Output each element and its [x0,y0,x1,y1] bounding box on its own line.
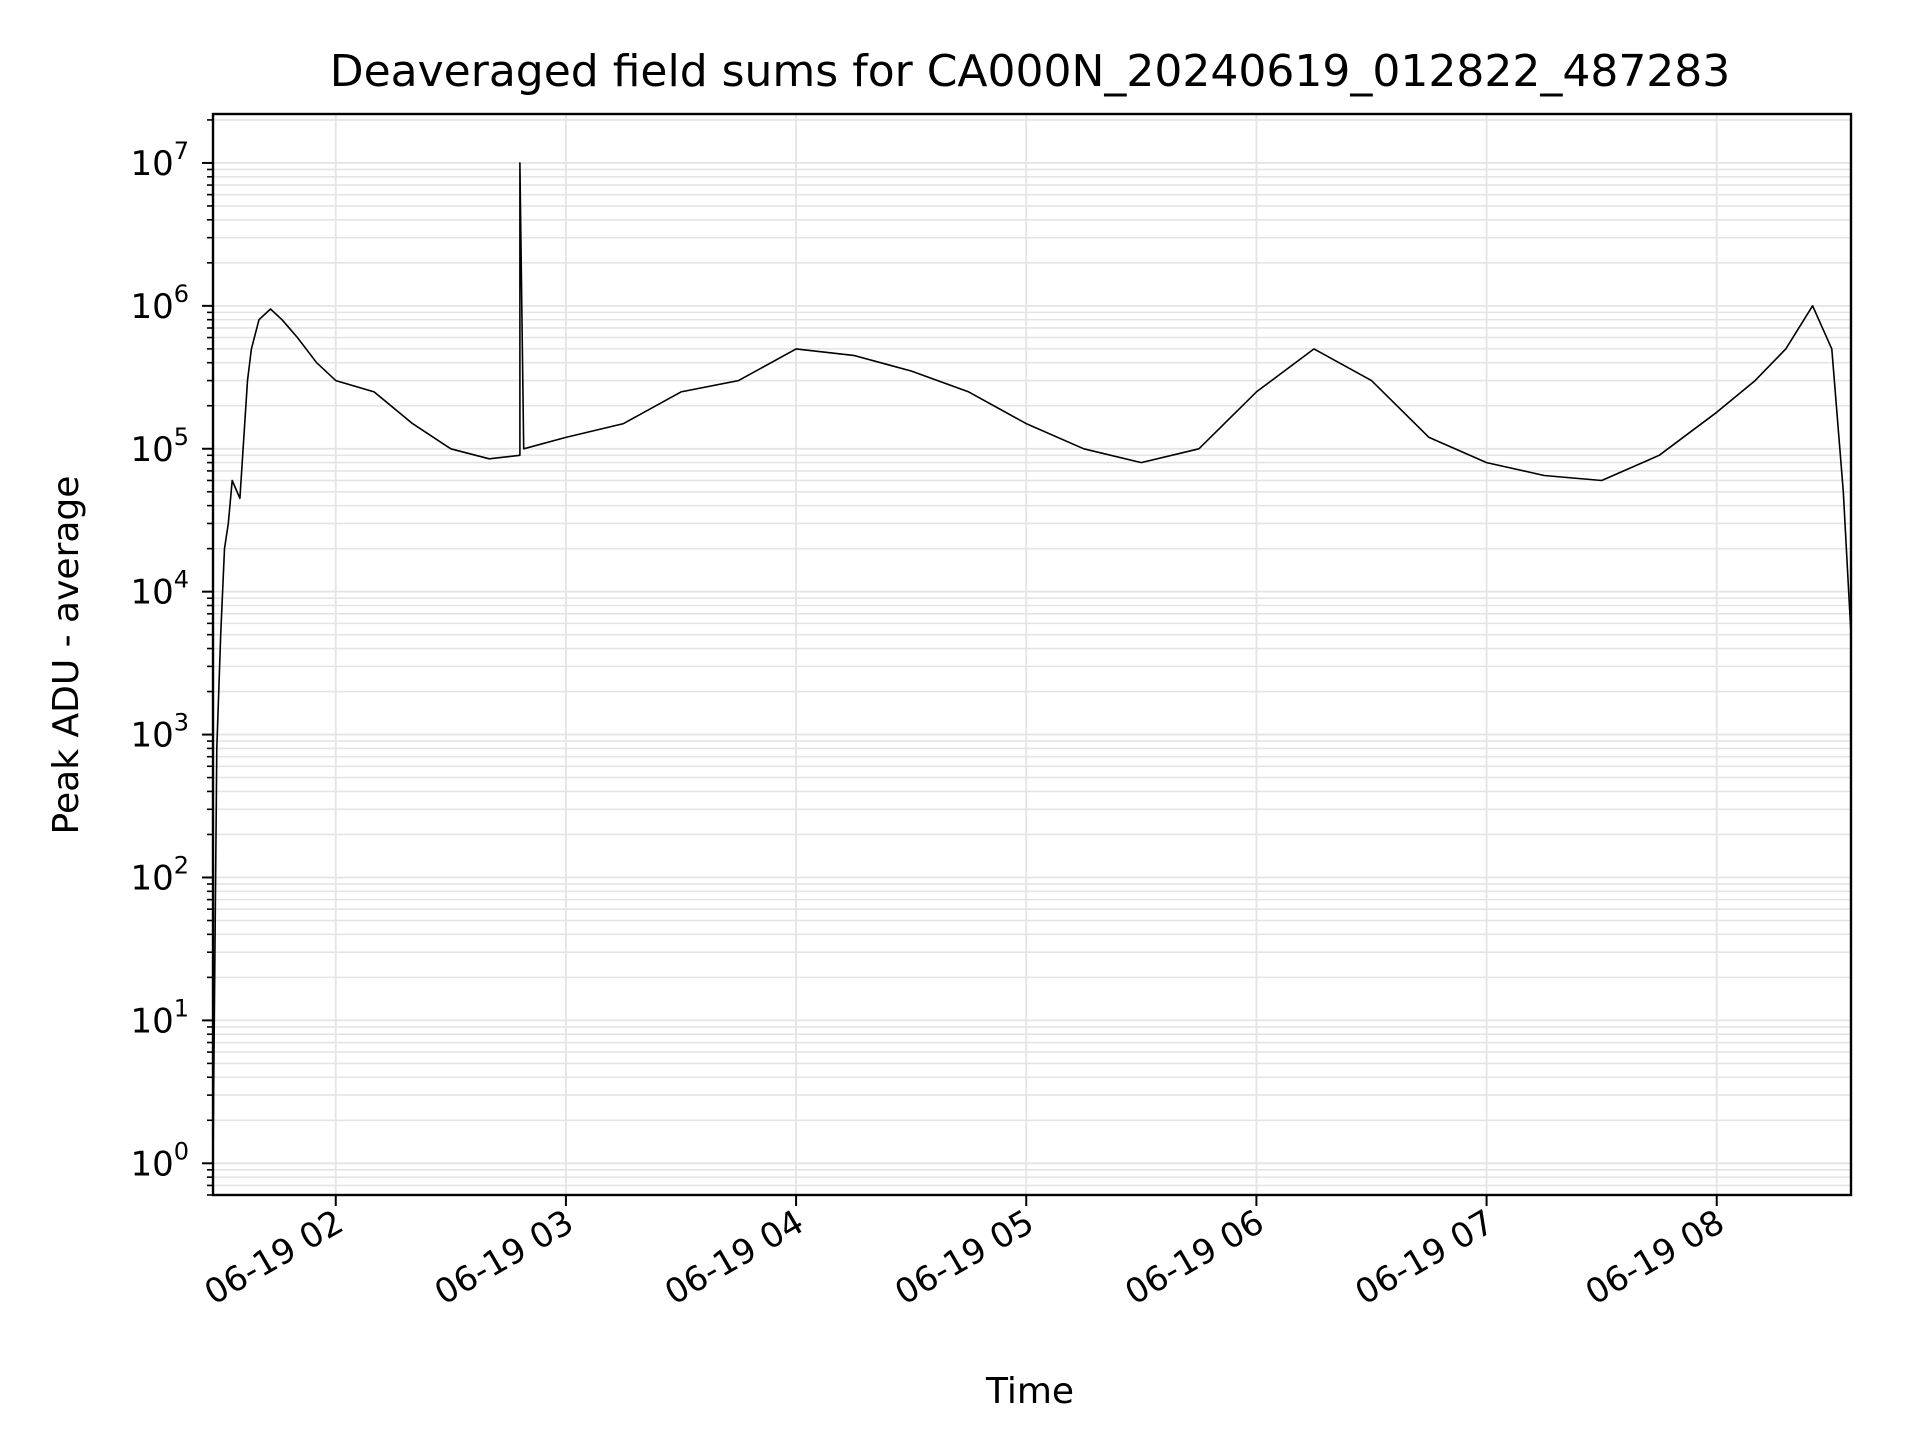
x-axis-label: Time [985,1371,1074,1412]
y-tick-label: 103 [130,709,189,756]
grid-layer [213,114,1851,1196]
y-tick-label: 100 [130,1137,189,1184]
chart-title: Deaveraged field sums for CA000N_2024061… [330,46,1731,97]
y-tick-label: 106 [130,280,189,327]
y-tick-label: 107 [130,137,189,184]
series-line [212,162,1852,1164]
y-axis-label: Peak ADU - average [46,476,87,835]
plot-frame [211,112,1853,1197]
y-tick-label: 102 [130,851,189,898]
series-layer [212,162,1852,1164]
y-tick-label: 101 [130,994,189,1041]
y-tick-label: 105 [130,423,189,470]
y-tick-label: 104 [130,566,189,613]
